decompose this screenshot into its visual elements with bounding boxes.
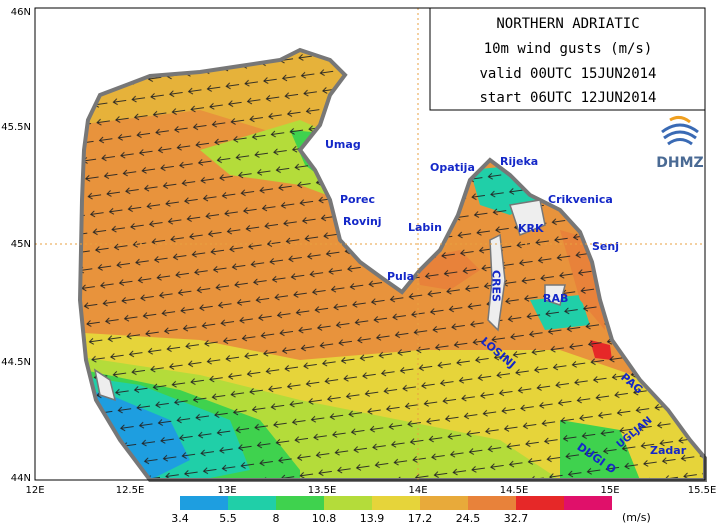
title-line: valid 00UTC 15JUN2014: [479, 66, 656, 82]
legend-label: 13.9: [360, 512, 385, 525]
title-line: 10m wind gusts (m/s): [484, 41, 653, 57]
x-tick-label: 15E: [600, 485, 619, 496]
place-label: Rovinj: [343, 215, 382, 228]
legend-label: 24.5: [456, 512, 481, 525]
legend-unit: (m/s): [622, 511, 651, 524]
logo-text: DHMZ: [656, 155, 703, 171]
place-label: KRK: [518, 222, 544, 235]
y-tick-label: 44N: [11, 473, 31, 484]
legend-label: 8: [273, 512, 280, 525]
place-label: Opatija: [430, 161, 475, 174]
y-tick-label: 46N: [11, 7, 31, 18]
place-label: CRES: [490, 270, 503, 302]
y-tick-label: 45N: [11, 239, 31, 250]
place-label: RAB: [543, 292, 568, 305]
legend: (m/s) 3.4 5.5 8 10.8 13.9 17.2 24.5 32.7: [171, 496, 651, 525]
legend-label: 3.4: [171, 512, 189, 525]
place-label: Rijeka: [500, 155, 538, 168]
legend-label: 17.2: [408, 512, 433, 525]
x-tick-label: 13E: [217, 485, 236, 496]
x-tick-label: 12.5E: [116, 485, 145, 496]
y-tick-label: 45.5N: [1, 122, 31, 133]
legend-swatch: [420, 496, 468, 510]
y-tick-label: 44.5N: [1, 357, 31, 368]
legend-swatch: [516, 496, 564, 510]
title-box: [429, 7, 706, 111]
place-label: Zadar: [650, 444, 687, 457]
islands: [93, 199, 566, 402]
x-tick-label: 15.5E: [688, 485, 717, 496]
legend-swatch: [372, 496, 420, 510]
logo: DHMZ: [656, 115, 704, 171]
legend-swatch: [180, 496, 228, 510]
legend-swatch: [564, 496, 612, 510]
x-tick-label: 12E: [25, 485, 44, 496]
legend-label: 10.8: [312, 512, 337, 525]
place-label: Pula: [387, 270, 414, 283]
place-label: Umag: [325, 138, 361, 151]
x-tick-label: 14.5E: [500, 485, 529, 496]
legend-swatch: [468, 496, 516, 510]
x-tick-label: 13.5E: [308, 485, 337, 496]
legend-swatch: [276, 496, 324, 510]
place-label: Senj: [592, 240, 619, 253]
place-label: Porec: [340, 193, 375, 206]
place-label: Labin: [408, 221, 442, 234]
legend-swatch: [324, 496, 372, 510]
title-line: NORTHERN ADRIATIC: [496, 16, 639, 32]
x-tick-label: 14E: [408, 485, 427, 496]
place-label: Crikvenica: [548, 193, 613, 206]
legend-label: 32.7: [504, 512, 529, 525]
title-line: start 06UTC 12JUN2014: [479, 90, 656, 106]
legend-label: 5.5: [219, 512, 237, 525]
legend-swatch: [228, 496, 276, 510]
frame: [34, 7, 706, 481]
